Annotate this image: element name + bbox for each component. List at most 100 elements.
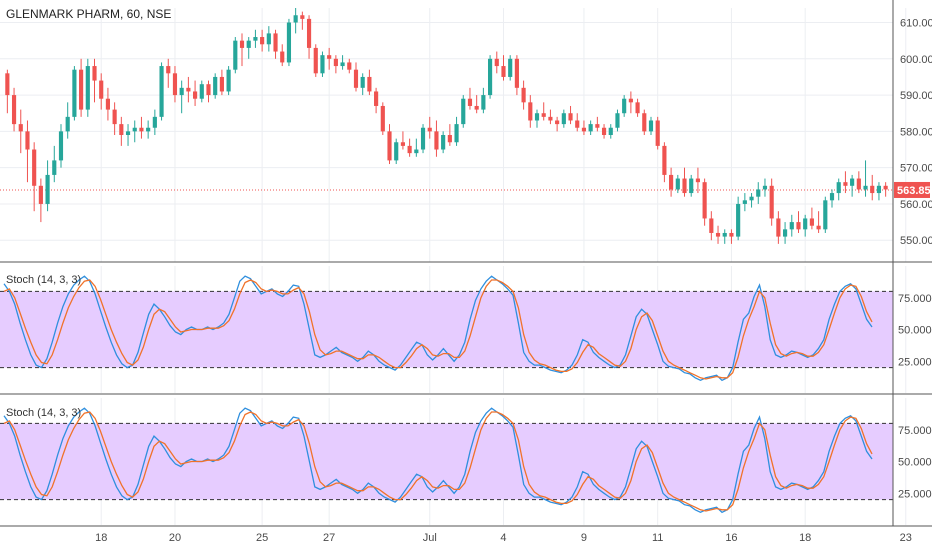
candle[interactable] (45, 160, 50, 212)
candle[interactable] (521, 80, 526, 110)
candle[interactable] (99, 73, 104, 110)
candle[interactable] (380, 102, 385, 135)
candle[interactable] (776, 211, 781, 244)
candle[interactable] (876, 182, 882, 201)
candle[interactable] (749, 193, 754, 208)
candle[interactable] (548, 109, 553, 125)
candle[interactable] (823, 196, 828, 233)
candle[interactable] (809, 207, 814, 230)
candle[interactable] (146, 120, 151, 139)
candle[interactable] (702, 178, 707, 226)
candle[interactable] (313, 44, 318, 77)
candle[interactable] (715, 225, 721, 244)
candle[interactable] (273, 29, 278, 59)
candle[interactable] (555, 116, 560, 132)
candle[interactable] (85, 58, 90, 117)
candle[interactable] (5, 69, 10, 114)
candle[interactable] (514, 55, 519, 96)
stoch-1-d-line[interactable] (3, 279, 873, 380)
candle[interactable] (300, 11, 305, 30)
candle[interactable] (260, 29, 265, 52)
candle[interactable] (367, 69, 372, 96)
candle[interactable] (541, 102, 546, 121)
candle[interactable] (662, 142, 667, 183)
candle[interactable] (152, 109, 157, 135)
candle[interactable] (407, 138, 412, 157)
candle[interactable] (11, 87, 17, 132)
candle[interactable] (112, 102, 117, 135)
candle[interactable] (461, 95, 466, 128)
candle[interactable] (447, 124, 452, 146)
candle[interactable] (729, 229, 734, 244)
candle[interactable] (568, 105, 573, 125)
stoch-2-d-line[interactable] (3, 411, 873, 512)
candle[interactable] (816, 211, 821, 233)
candle[interactable] (159, 62, 164, 121)
candle[interactable] (494, 51, 499, 74)
candle[interactable] (508, 55, 513, 81)
candle[interactable] (239, 33, 245, 67)
candle[interactable] (266, 26, 271, 52)
candle[interactable] (119, 116, 124, 146)
candle[interactable] (850, 174, 855, 197)
candle[interactable] (420, 124, 426, 154)
candle[interactable] (642, 109, 647, 135)
candle[interactable] (534, 109, 540, 128)
candle[interactable] (796, 211, 801, 233)
candle[interactable] (179, 80, 184, 114)
candle[interactable] (474, 95, 479, 114)
candle[interactable] (199, 80, 204, 103)
candle[interactable] (18, 109, 23, 154)
candle[interactable] (427, 116, 432, 139)
candle[interactable] (213, 73, 218, 99)
candle[interactable] (327, 47, 332, 70)
candle[interactable] (286, 18, 292, 67)
candle[interactable] (789, 214, 794, 237)
candle[interactable] (206, 80, 211, 103)
candle[interactable] (58, 124, 64, 168)
candle[interactable] (628, 91, 633, 114)
stochastic-panel-2[interactable] (0, 407, 893, 514)
candle[interactable] (166, 58, 171, 88)
candle[interactable] (722, 229, 727, 244)
candle[interactable] (25, 120, 30, 183)
candle[interactable] (38, 178, 43, 223)
candle[interactable] (783, 222, 788, 244)
candle[interactable] (595, 116, 600, 132)
candle[interactable] (132, 120, 137, 143)
candle[interactable] (742, 193, 747, 212)
candle[interactable] (682, 167, 687, 197)
candle[interactable] (883, 182, 888, 197)
candle[interactable] (803, 214, 808, 237)
candle[interactable] (186, 76, 191, 103)
candle[interactable] (769, 178, 774, 226)
candle[interactable] (588, 120, 593, 135)
candle[interactable] (863, 160, 868, 197)
candle[interactable] (441, 131, 446, 154)
candle[interactable] (756, 182, 761, 204)
candle[interactable] (843, 171, 848, 194)
candle[interactable] (601, 124, 607, 139)
candle[interactable] (454, 116, 459, 146)
candle[interactable] (340, 55, 345, 70)
candle[interactable] (280, 44, 285, 67)
candle[interactable] (655, 116, 660, 150)
candle[interactable] (836, 178, 841, 201)
candle[interactable] (246, 37, 251, 59)
candle[interactable] (528, 95, 533, 128)
stochastic-panel-1[interactable] (0, 275, 893, 382)
candle[interactable] (293, 8, 298, 34)
candle[interactable] (736, 196, 741, 241)
candle[interactable] (762, 178, 768, 197)
candle[interactable] (695, 167, 700, 194)
candle[interactable] (615, 109, 620, 132)
candle[interactable] (374, 87, 379, 114)
candle[interactable] (488, 55, 493, 99)
candle[interactable] (648, 116, 654, 135)
candle[interactable] (52, 145, 57, 183)
candle[interactable] (32, 142, 37, 212)
candle[interactable] (79, 58, 84, 117)
candle[interactable] (347, 58, 352, 74)
candle[interactable] (829, 189, 835, 208)
candle[interactable] (400, 131, 405, 150)
